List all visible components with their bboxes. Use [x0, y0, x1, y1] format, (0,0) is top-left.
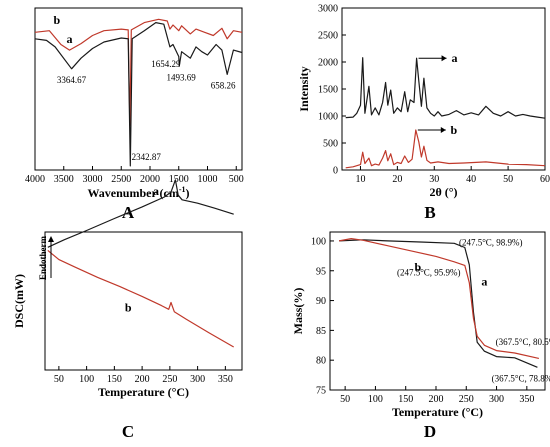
panel-d-frame: [329, 231, 546, 391]
panel-d-ytick-label: 75: [316, 386, 326, 397]
panel-a-xlabel: Wavenumber (cm-1): [87, 185, 189, 200]
panel-d-xtick-label: 200: [428, 394, 443, 405]
panel-c-curve-label-b: b: [125, 301, 132, 315]
panel-b-xtick-label: 40: [466, 174, 476, 185]
panel-b-arrowhead: [440, 127, 446, 134]
panel-d-series-a: [339, 239, 538, 368]
panel-a-xtick-label: 2500: [111, 174, 131, 185]
panel-c-xtick-label: 200: [135, 374, 150, 385]
panel-a-series-b: [34, 18, 243, 126]
panel-d-ytick-label: 95: [316, 266, 326, 277]
panel-d-ytick-label: 90: [316, 296, 326, 307]
panel-b-curve-label-b: b: [450, 123, 457, 137]
panel-c-curve-label-a: a: [153, 184, 159, 198]
panel-c-frame: [44, 231, 243, 371]
panel-b-xlabel: 2θ (°): [429, 185, 457, 199]
panel-d-series: [338, 238, 540, 368]
panel-d-point-label: (367.5°C, 80.5%): [496, 337, 550, 347]
panel-d-xtick-label: 250: [459, 394, 474, 405]
panel-d-point-label: (367.5°C, 78.8%): [492, 373, 550, 383]
panel-b-xtick-label: 30: [429, 174, 439, 185]
panel-d-ytick-label: 80: [316, 356, 326, 367]
panel-a-xlabel-text: Wavenumber (cm: [87, 186, 178, 200]
panel-a-xtick-label: 3000: [83, 174, 103, 185]
panel-a-peak-label: 3364.67: [57, 75, 87, 85]
panel-a-peak-label: 1654.29: [151, 59, 181, 69]
panel-b-xtick-label: 50: [503, 174, 513, 185]
panel-a-xtick-label: 500: [229, 174, 244, 185]
panel-a-xtick-label: 1500: [169, 174, 189, 185]
panel-d-point-label: (247.5°C, 95.9%): [397, 267, 461, 277]
panel-d-xtick-label: 300: [489, 394, 504, 405]
panel-c-endotherm-label: Endotherm: [38, 236, 48, 281]
panel-b-ytick-label: 1500: [318, 85, 338, 96]
panel-d-series-b: [338, 238, 540, 359]
panel-d-curve-label-a: a: [481, 275, 487, 289]
panel-b-xtick-label: 60: [540, 174, 550, 185]
panel-b-arrowhead: [441, 55, 447, 62]
panel-d-xtick-label: 150: [398, 394, 413, 405]
panel-label-d: D: [424, 422, 436, 441]
panel-b-ytick-label: 500: [323, 139, 338, 150]
panel-b-frame: [341, 7, 546, 171]
panel-a-peak-label: 658.26: [211, 80, 236, 90]
panel-d-xtick-label: 100: [368, 394, 383, 405]
panel-label-c: C: [122, 422, 134, 441]
panel-b-curve-label-a: a: [452, 51, 458, 65]
panel-b-ytick-label: 1000: [318, 112, 338, 123]
panel-d-ytick-label: 100: [311, 236, 326, 247]
panel-a-xtick-label: 2000: [140, 174, 160, 185]
panel-a-xtick-label: 1000: [198, 174, 218, 185]
panel-d-xtick-label: 50: [340, 394, 350, 405]
panel-c-xtick-label: 350: [218, 374, 233, 385]
panel-b-xtick-label: 10: [355, 174, 365, 185]
panel-a-frame: [34, 7, 243, 171]
panel-a-xtick-label: 4000: [25, 174, 45, 185]
panel-d-xtick-label: 350: [519, 394, 534, 405]
panel-d-xlabel: Temperature (°C): [392, 405, 483, 419]
panel-b-series-a: [345, 57, 546, 119]
panel-b-ytick-label: 2500: [318, 31, 338, 42]
panel-b-ylabel: Intensity: [297, 66, 311, 111]
panel-c-series: [47, 179, 234, 348]
panel-b-xtick-label: 20: [392, 174, 402, 185]
panel-a-xtick-label: 3500: [54, 174, 74, 185]
panel-c-series-b: [47, 249, 234, 348]
panel-a-xlabel-close: ): [186, 186, 190, 200]
panel-a-peak-label: 1493.69: [166, 72, 196, 82]
panel-d-curve-label-b: b: [414, 260, 421, 274]
panel-a-curve-label-a: a: [67, 32, 73, 46]
panel-c-ylabel: DSC(mW): [12, 274, 26, 328]
panel-b-ytick-label: 0: [333, 166, 338, 177]
panel-a-series: [34, 18, 243, 167]
panel-c-xtick-label: 250: [162, 374, 177, 385]
panel-b-series: [345, 57, 546, 169]
panel-c-series-a: [47, 179, 234, 248]
panel-c-xtick-label: 150: [107, 374, 122, 385]
panel-c-endotherm-arrowhead: [48, 236, 54, 242]
panel-label-b: B: [424, 203, 435, 222]
panel-b-ytick-label: 2000: [318, 58, 338, 69]
panel-d-ylabel: Mass(%): [291, 288, 305, 335]
panel-c-xtick-label: 300: [190, 374, 205, 385]
panel-d-ytick-label: 85: [316, 326, 326, 337]
panel-c-xlabel: Temperature (°C): [98, 385, 189, 399]
panel-c-xtick-label: 50: [54, 374, 64, 385]
panel-c-xtick-label: 100: [79, 374, 94, 385]
panel-a-series-a: [34, 22, 243, 167]
panel-d-point-label: (247.5°C, 98.9%): [459, 238, 523, 248]
panel-a-xlabel-sup: -1: [179, 185, 186, 194]
panel-b-ytick-label: 3000: [318, 4, 338, 15]
panel-a-curve-label-b: b: [54, 13, 61, 27]
panel-b-series-b: [345, 129, 546, 169]
panel-a-peak-label: 2342.87: [132, 152, 162, 162]
